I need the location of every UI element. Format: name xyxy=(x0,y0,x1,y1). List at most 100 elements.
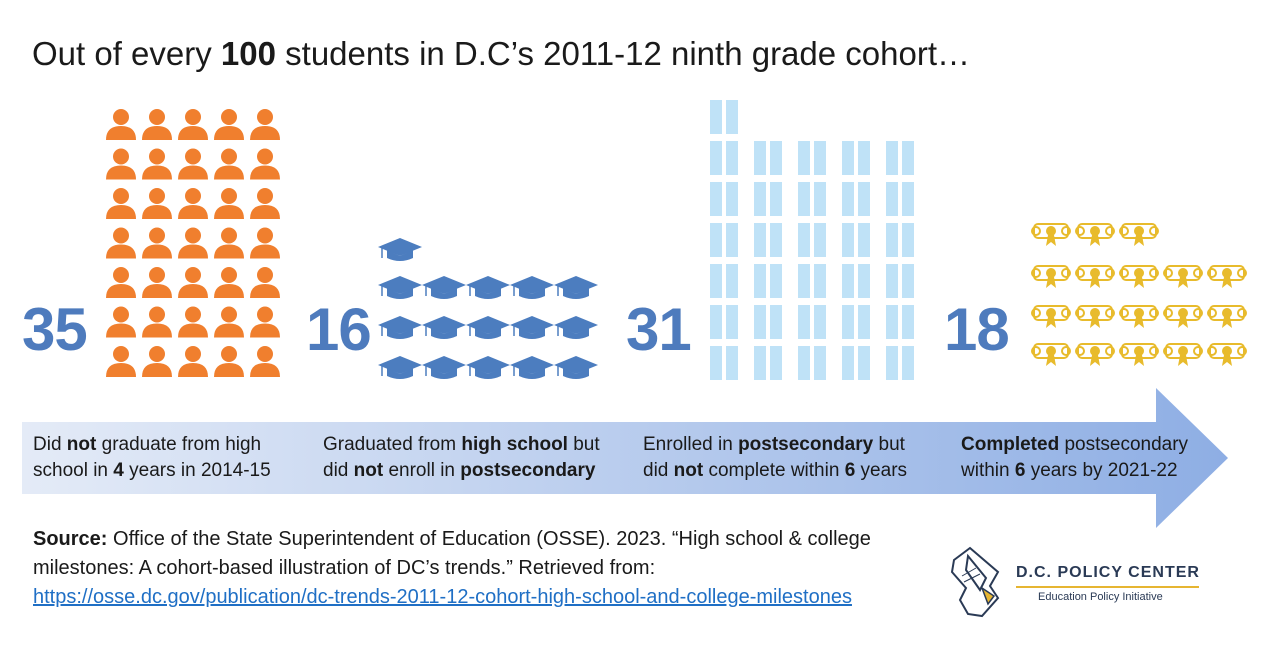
diploma-icon xyxy=(1075,305,1115,328)
book-icon xyxy=(710,182,738,216)
stage-1-number: 35 xyxy=(22,296,88,363)
graduation-cap-icon-grid xyxy=(378,238,598,379)
person-icon xyxy=(142,346,172,377)
graduation-cap-icon xyxy=(466,316,510,339)
graduation-cap-icon xyxy=(510,316,554,339)
progress-arrow xyxy=(22,388,1228,528)
diploma-icon xyxy=(1207,265,1247,288)
stage-1-label: Did not graduate from high school in 4 y… xyxy=(33,432,271,484)
stage-4-number: 18 xyxy=(944,296,1010,363)
diploma-icon-grid xyxy=(1031,223,1247,366)
graduation-cap-icon xyxy=(422,316,466,339)
person-icon xyxy=(106,188,136,219)
stage-1-label-line2: school in 4 years in 2014-15 xyxy=(33,458,271,484)
label-segment: Did xyxy=(33,434,67,455)
label-segment: years by 2021-22 xyxy=(1025,460,1178,481)
book-icon xyxy=(754,182,782,216)
dc-map-pen-icon xyxy=(950,546,1000,618)
person-icon xyxy=(178,346,208,377)
label-segment: but xyxy=(567,434,600,455)
label-segment: within xyxy=(961,460,1015,481)
person-icon xyxy=(178,267,208,298)
book-icon xyxy=(710,346,738,380)
book-icon xyxy=(710,141,738,175)
book-icon xyxy=(710,305,738,339)
book-icon-grid xyxy=(710,100,914,380)
graduation-cap-icon xyxy=(378,276,422,299)
source-text: Office of the State Superintendent of Ed… xyxy=(33,528,871,579)
person-icon xyxy=(106,109,136,140)
label-segment: school in xyxy=(33,460,114,481)
graduation-cap-icon xyxy=(466,356,510,379)
title-post: students in D.C’s 2011-12 ninth grade co… xyxy=(275,35,970,72)
label-segment: not xyxy=(353,460,384,481)
diploma-icon xyxy=(1119,343,1159,366)
book-icon xyxy=(754,264,782,298)
book-icon xyxy=(754,223,782,257)
person-icon xyxy=(214,306,244,338)
person-icon xyxy=(178,109,208,140)
title-bold-number: 100 xyxy=(220,35,276,72)
book-icon xyxy=(886,223,914,257)
title-pre: Out of every xyxy=(32,35,221,72)
diploma-icon xyxy=(1031,223,1071,246)
book-icon xyxy=(754,305,782,339)
diploma-icon xyxy=(1163,265,1203,288)
person-icon xyxy=(142,148,172,180)
book-icon xyxy=(886,346,914,380)
person-icon xyxy=(250,346,280,377)
book-icon xyxy=(798,141,826,175)
stage-2-label: Graduated from high school but did not e… xyxy=(323,432,600,484)
page-title: Out of every 100 students in D.C’s 2011-… xyxy=(32,34,970,74)
graduation-cap-icon xyxy=(422,276,466,299)
person-icon xyxy=(142,227,172,259)
source-link[interactable]: https://osse.dc.gov/publication/dc-trend… xyxy=(33,586,852,608)
graduation-cap-icon xyxy=(378,356,422,379)
label-segment: years xyxy=(855,460,908,481)
diploma-icon xyxy=(1031,343,1071,366)
diploma-icon xyxy=(1207,343,1247,366)
person-icon xyxy=(250,148,280,180)
stage-4-label-line1: Completed postsecondary xyxy=(961,432,1188,458)
label-segment: postsecondary xyxy=(738,434,874,455)
book-icon xyxy=(842,223,870,257)
stage-2-label-line2: did not enroll in postsecondary xyxy=(323,458,600,484)
person-icon-grid xyxy=(106,109,280,377)
logo-name: D.C. POLICY CENTER xyxy=(1016,564,1200,581)
person-icon xyxy=(178,306,208,338)
label-segment: enroll in xyxy=(383,460,461,481)
book-icon xyxy=(842,141,870,175)
person-icon xyxy=(106,346,136,377)
book-icon xyxy=(798,305,826,339)
stage-1-label-line1: Did not graduate from high xyxy=(33,432,271,458)
dc-policy-center-logo: D.C. POLICY CENTER Education Policy Init… xyxy=(948,546,1218,622)
book-icon xyxy=(754,141,782,175)
graduation-cap-icon xyxy=(554,356,598,379)
logo-subtitle: Education Policy Initiative xyxy=(1038,591,1163,603)
diploma-icon xyxy=(1119,265,1159,288)
diploma-icon xyxy=(1119,223,1159,246)
diploma-icon xyxy=(1119,305,1159,328)
book-icon xyxy=(886,264,914,298)
graduation-cap-icon xyxy=(510,276,554,299)
person-icon xyxy=(106,148,136,180)
label-segment: 6 xyxy=(1014,460,1026,481)
graduation-cap-icon xyxy=(422,356,466,379)
diploma-icon xyxy=(1075,343,1115,366)
person-icon xyxy=(214,346,244,377)
diploma-icon xyxy=(1163,343,1203,366)
diploma-icon xyxy=(1031,265,1071,288)
person-icon xyxy=(106,306,136,338)
person-icon xyxy=(214,188,244,219)
person-icon xyxy=(178,188,208,219)
book-icon xyxy=(710,223,738,257)
person-icon xyxy=(106,267,136,298)
book-icon xyxy=(886,305,914,339)
label-segment: 6 xyxy=(844,460,856,481)
book-icon xyxy=(842,346,870,380)
source-citation: Source: Office of the State Superintende… xyxy=(33,525,913,612)
diploma-icon xyxy=(1163,305,1203,328)
label-segment: complete within xyxy=(703,460,845,481)
label-segment: not xyxy=(673,460,704,481)
person-icon xyxy=(214,267,244,298)
